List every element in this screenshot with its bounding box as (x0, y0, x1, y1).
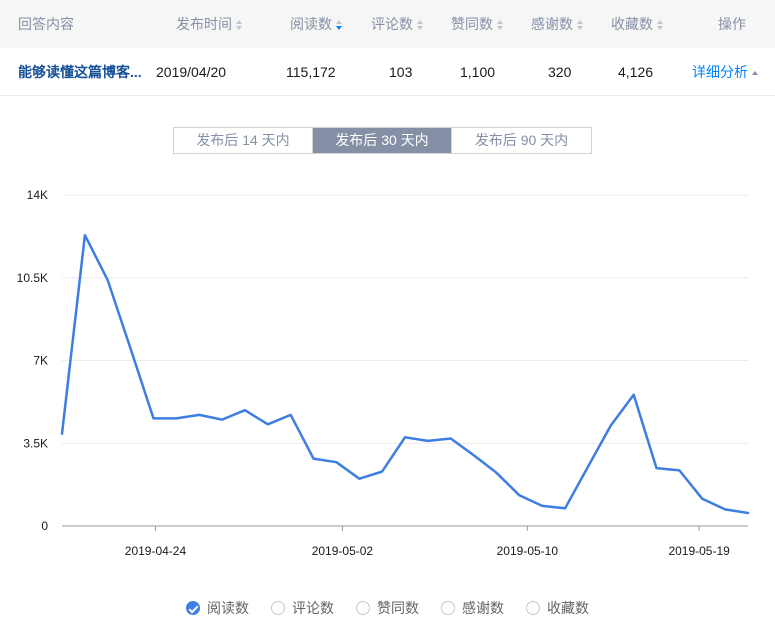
sort-icon (417, 20, 423, 30)
x-tick-label: 2019-04-24 (125, 544, 187, 558)
x-tick-label: 2019-05-02 (312, 544, 374, 558)
legend-label: 阅读数 (207, 600, 249, 616)
reads-line-chart: 0 3.5K 7K 10.5K 14K 2019-04-24 2019-05-02 2019-… (17, 188, 750, 558)
legend-item-likes[interactable]: 赞同数 (356, 596, 419, 620)
table-header: 回答内容 发布时间 阅读数 评论数 赞同数 感谢数 收藏数 操作 (0, 0, 775, 48)
sort-icon (657, 20, 663, 30)
y-tick-label: 7K (33, 354, 48, 368)
caret-up-icon (752, 71, 758, 75)
header-favorites[interactable]: 收藏数 (611, 0, 663, 48)
tab-30-days[interactable]: 发布后 30 天内 (313, 128, 452, 153)
checked-circle-icon (186, 601, 200, 615)
header-actions: 操作 (718, 16, 746, 32)
header-answer-content: 回答内容 (18, 16, 74, 32)
y-tick-label: 10.5K (17, 271, 48, 285)
sort-icon (497, 20, 503, 30)
legend-label: 收藏数 (547, 600, 589, 616)
legend-label: 感谢数 (462, 600, 504, 616)
legend-label: 赞同数 (377, 600, 419, 616)
publish-date: 2019/04/20 (156, 64, 227, 80)
legend-item-favorites[interactable]: 收藏数 (526, 596, 589, 620)
legend-label: 评论数 (292, 600, 334, 616)
detail-analysis-link[interactable]: 详细分析 (692, 48, 758, 96)
x-tick-label: 2019-05-10 (497, 544, 559, 558)
legend-item-thanks[interactable]: 感谢数 (441, 596, 504, 620)
header-likes[interactable]: 赞同数 (451, 0, 503, 48)
likes-count: 1,100 (460, 64, 496, 80)
answer-title-link[interactable]: 能够读懂这篇博客... (18, 64, 142, 80)
y-tick-label: 14K (27, 188, 48, 202)
tab-90-days[interactable]: 发布后 90 天内 (452, 128, 591, 153)
time-range-tabs: 发布后 14 天内 发布后 30 天内 发布后 90 天内 (173, 127, 592, 154)
header-publish-time[interactable]: 发布时间 (176, 0, 242, 48)
x-tick-label: 2019-05-19 (668, 544, 730, 558)
y-tick-label: 0 (41, 519, 48, 533)
tab-14-days[interactable]: 发布后 14 天内 (174, 128, 313, 153)
unchecked-circle-icon (271, 601, 285, 615)
unchecked-circle-icon (441, 601, 455, 615)
unchecked-circle-icon (526, 601, 540, 615)
legend-item-reads[interactable]: 阅读数 (186, 596, 249, 620)
comments-count: 103 (389, 64, 413, 80)
legend-item-comments[interactable]: 评论数 (271, 596, 334, 620)
unchecked-circle-icon (356, 601, 370, 615)
chart-legend: 阅读数 评论数 赞同数 感谢数 收藏数 (0, 596, 775, 620)
sort-icon (236, 20, 242, 30)
y-tick-label: 3.5K (23, 436, 48, 450)
series-line-reads (60, 233, 750, 515)
reads-count: 115,172 (286, 64, 336, 80)
header-reads[interactable]: 阅读数 (290, 0, 342, 48)
thanks-count: 320 (548, 64, 572, 80)
favorites-count: 4,126 (618, 64, 654, 80)
header-comments[interactable]: 评论数 (371, 0, 423, 48)
header-thanks[interactable]: 感谢数 (531, 0, 583, 48)
sort-icon (577, 20, 583, 30)
sort-desc-icon (336, 20, 342, 30)
table-row: 能够读懂这篇博客... 2019/04/20 115,172 103 1,100… (0, 48, 775, 96)
